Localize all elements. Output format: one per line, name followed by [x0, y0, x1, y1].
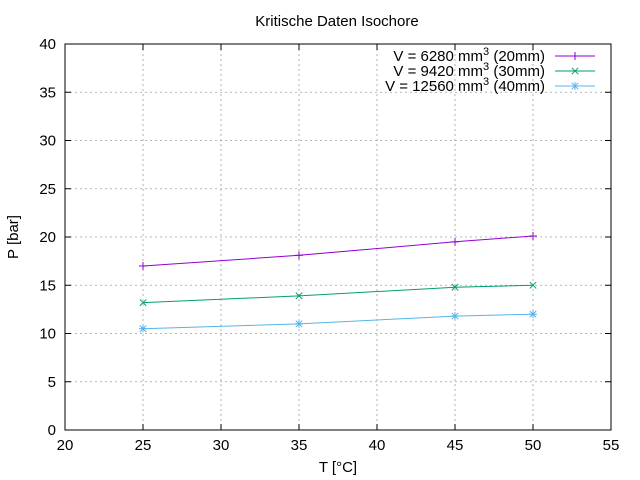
legend-label-3: V = 12560 mm3 (40mm) [385, 76, 545, 95]
x-tick-label: 25 [135, 437, 152, 454]
x-tick-label: 45 [447, 437, 464, 454]
y-tick-label: 35 [39, 84, 56, 101]
x-tick-label: 30 [213, 437, 230, 454]
legend-marker-2 [571, 67, 579, 75]
plot-frame [64, 43, 612, 431]
data-point-series-2 [529, 281, 537, 289]
y-tick-label: 10 [39, 326, 56, 343]
series-line-1 [142, 235, 534, 267]
data-point-series-3 [295, 319, 303, 328]
axis-ticks: 20 25 30 35 40 45 50 55 0 5 10 15 20 25 30 35 40 [39, 36, 619, 454]
data-point-series-3 [529, 310, 537, 319]
legend-marker-1 [571, 52, 579, 60]
y-tick-label: 0 [48, 422, 56, 439]
y-axis-label: P [bar] [5, 215, 22, 259]
legend-label-2: V = 9420 mm3 (30mm) [393, 61, 545, 80]
data-point-series-1 [295, 251, 303, 260]
data-point-series-1 [451, 237, 459, 246]
grid [65, 44, 611, 430]
data-point-series-2 [451, 283, 459, 291]
data-point-series-1 [139, 261, 147, 270]
legend: V = 6280 mm3 (20mm)V = 9420 mm3 (30mm)V … [385, 46, 595, 95]
legend-marker-3 [571, 82, 579, 90]
data-point-series-3 [139, 324, 147, 333]
x-tick-label: 35 [291, 437, 308, 454]
x-tick-label: 50 [525, 437, 542, 454]
y-tick-label: 20 [39, 229, 56, 246]
y-tick-label: 30 [39, 133, 56, 150]
x-axis-label: T [°C] [319, 459, 357, 476]
x-tick-label: 20 [57, 437, 74, 454]
series-line-3 [142, 313, 534, 330]
series-layer [139, 232, 537, 333]
y-tick-label: 40 [39, 36, 56, 53]
data-point-series-3 [451, 312, 459, 321]
y-tick-label: 25 [39, 181, 56, 198]
chart-title: Kritische Daten Isochore [255, 13, 418, 30]
x-tick-label: 55 [603, 437, 620, 454]
y-tick-label: 5 [48, 374, 56, 391]
y-tick-label: 15 [39, 277, 56, 294]
x-tick-label: 40 [369, 437, 386, 454]
series-line-2 [142, 284, 534, 304]
data-point-series-1 [529, 232, 537, 241]
legend-label-1: V = 6280 mm3 (20mm) [393, 46, 545, 65]
data-point-series-2 [139, 299, 147, 307]
data-point-series-2 [295, 292, 303, 300]
